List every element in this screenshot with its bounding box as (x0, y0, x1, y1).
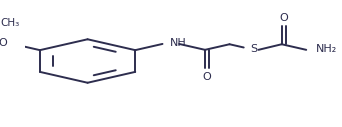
Text: O: O (0, 38, 8, 48)
Text: CH₃: CH₃ (0, 18, 19, 28)
Text: NH₂: NH₂ (316, 44, 337, 54)
Text: S: S (250, 44, 258, 54)
Text: O: O (279, 12, 288, 22)
Text: NH: NH (170, 38, 187, 48)
Text: O: O (203, 72, 212, 82)
